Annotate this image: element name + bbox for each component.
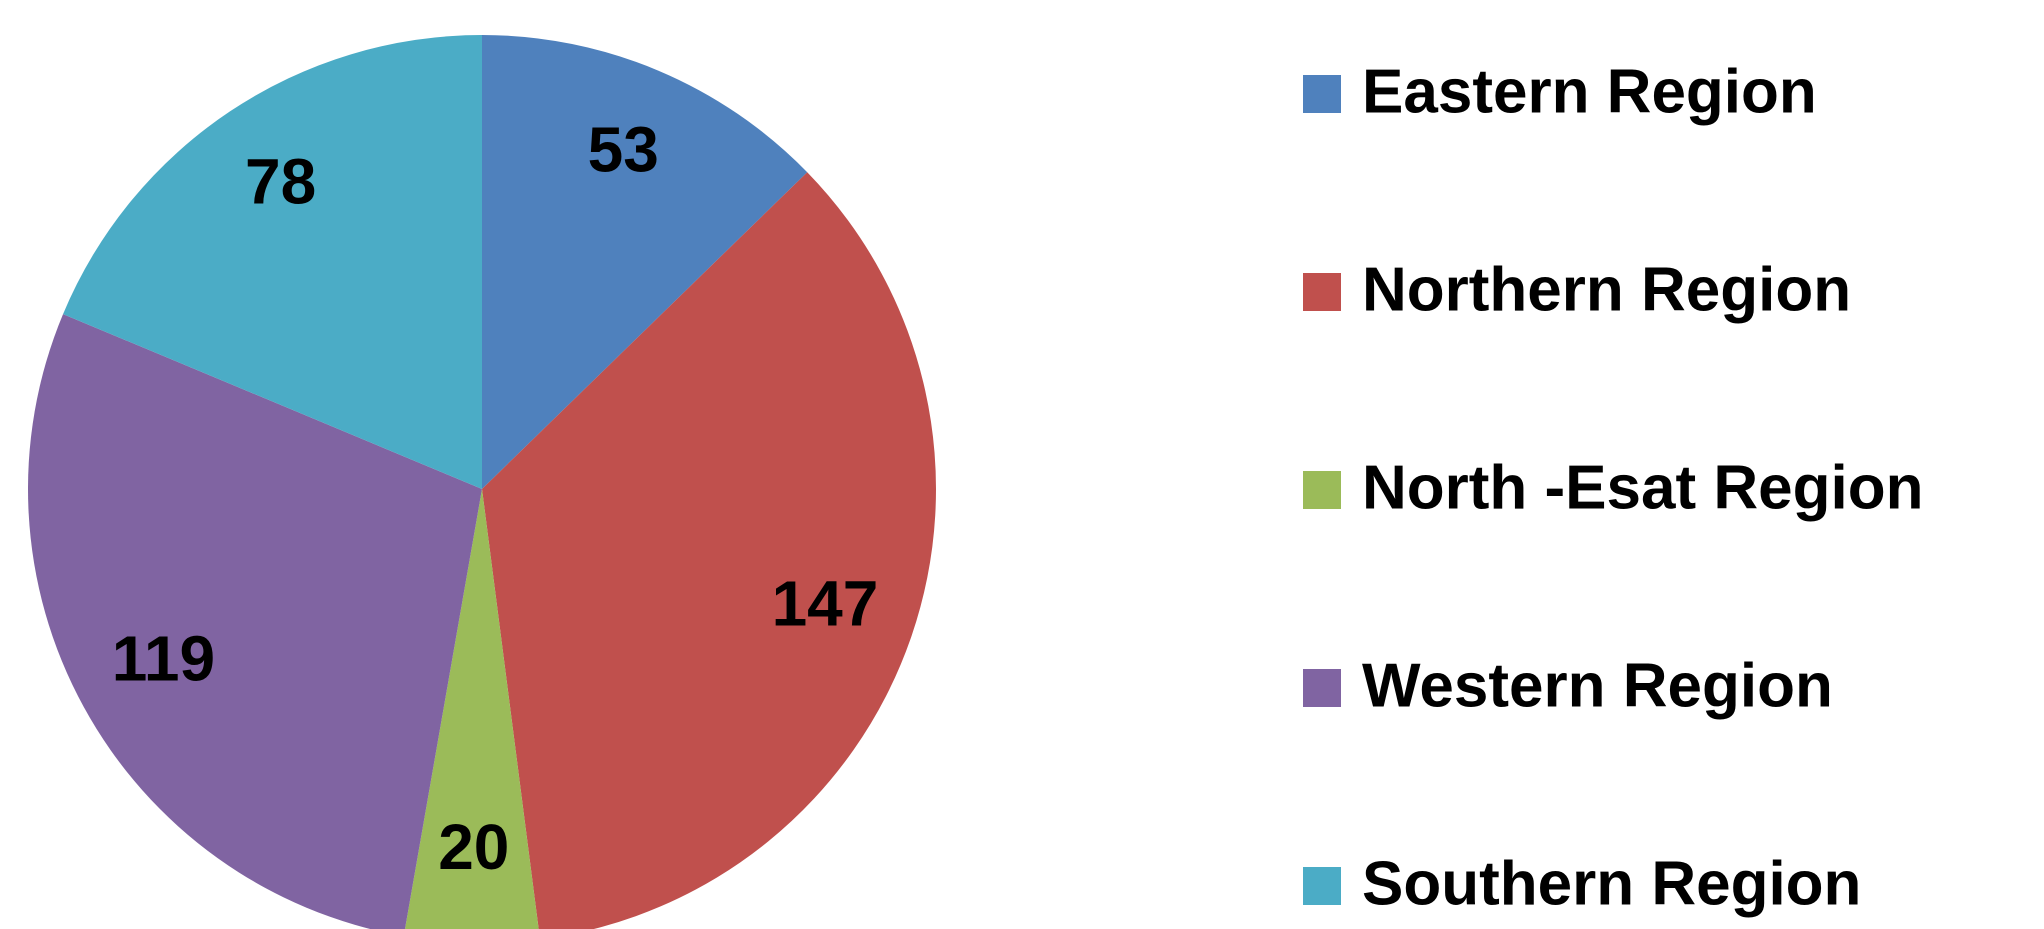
data-label: 119 [112, 622, 215, 694]
pie-slice [28, 314, 482, 929]
pie-slice [63, 35, 482, 489]
data-label: 78 [245, 146, 316, 218]
legend-label: Eastern Region [1362, 57, 1817, 126]
legend-swatch [1303, 867, 1341, 905]
data-label: 53 [588, 113, 659, 185]
legend-swatch [1303, 273, 1341, 311]
data-label: 147 [772, 567, 879, 639]
legend-label: Western Region [1362, 651, 1833, 720]
legend-swatch [1303, 471, 1341, 509]
legend-label: Northern Region [1362, 255, 1851, 324]
legend-swatch [1303, 75, 1341, 113]
pie-slice [404, 489, 539, 929]
pie-slice [482, 172, 936, 929]
pie-slice [482, 35, 808, 489]
legend-label: Southern Region [1362, 849, 1861, 918]
legend-swatch [1303, 669, 1341, 707]
legend-label: North -Esat Region [1362, 453, 1923, 522]
data-label: 20 [438, 811, 509, 883]
